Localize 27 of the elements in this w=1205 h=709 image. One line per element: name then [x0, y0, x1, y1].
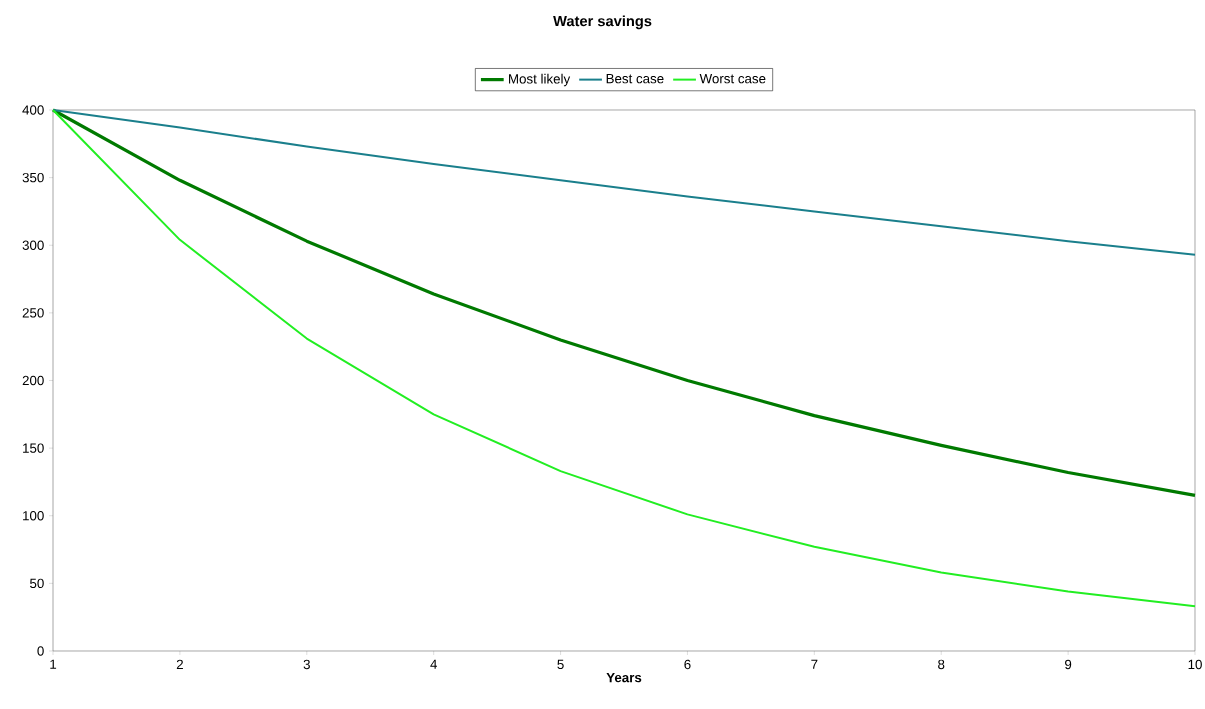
line-series — [51, 108, 1197, 498]
y-tick-label: 100 — [23, 511, 44, 521]
legend-label: Best case — [606, 74, 664, 84]
legend-label: Worst case — [699, 74, 766, 84]
y-tick-label: 50 — [30, 578, 44, 589]
y-tick-label: 200 — [22, 375, 44, 386]
y-tick-label: 400 — [22, 105, 44, 115]
chart-title: Water savings — [553, 15, 652, 30]
x-tick-label: 2 — [176, 659, 183, 670]
x-tick-label: 7 — [811, 659, 818, 669]
x-tick-label: 4 — [430, 659, 437, 669]
y-tick-label: 300 — [22, 240, 44, 250]
line-series — [52, 108, 1196, 608]
x-tick-label: 3 — [303, 659, 310, 670]
x-tick-label: 6 — [684, 659, 691, 670]
x-tick-label: 9 — [1065, 659, 1072, 670]
x-tick-label: 1 — [50, 659, 57, 669]
x-tick-label: 5 — [557, 659, 564, 669]
legend-label: Most likely — [509, 73, 571, 87]
y-tick-label: 0 — [37, 646, 44, 656]
y-tick-label: 250 — [22, 308, 44, 318]
x-axis-title: Years — [606, 672, 642, 683]
x-tick-label: 10 — [1188, 659, 1202, 670]
y-tick-label: 150 — [23, 443, 44, 453]
line-series — [52, 108, 1196, 256]
y-tick-label: 350 — [22, 172, 44, 183]
x-tick-label: 8 — [938, 659, 945, 670]
